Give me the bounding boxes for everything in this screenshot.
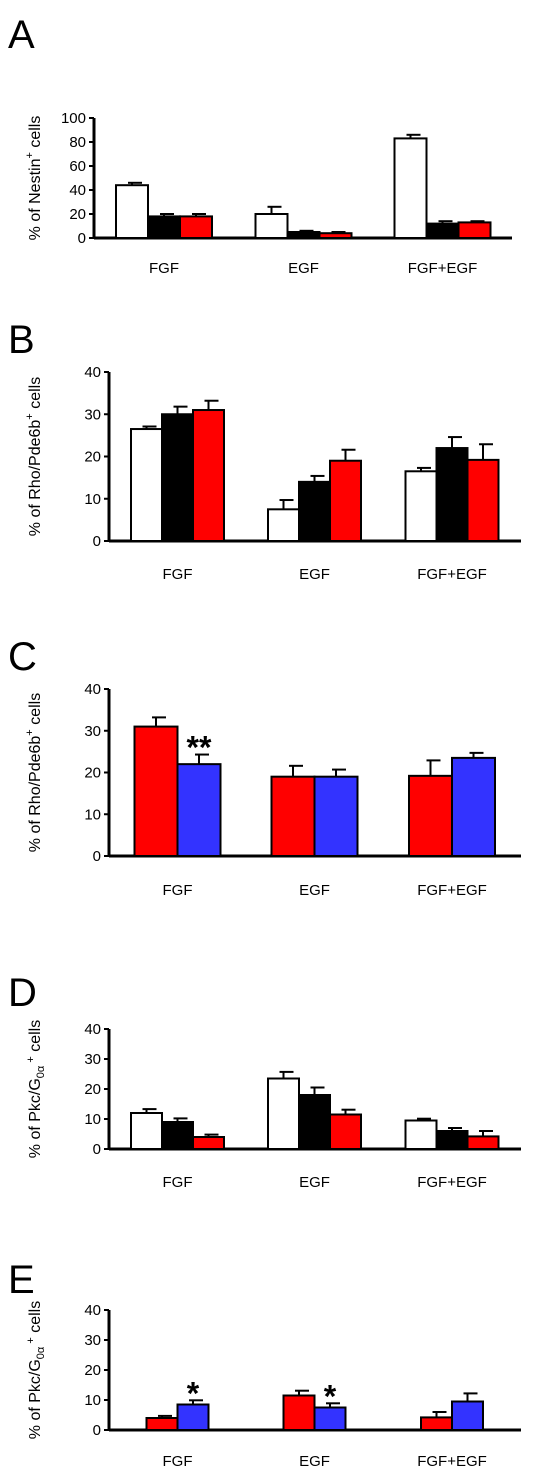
bar xyxy=(115,184,149,239)
significance-marker: * xyxy=(324,1378,337,1414)
category-label: EGF xyxy=(288,260,319,277)
bar xyxy=(176,1403,210,1431)
panel-label: A xyxy=(8,13,35,57)
bar xyxy=(408,774,453,858)
panel-label: D xyxy=(8,971,37,1015)
bar xyxy=(130,428,163,543)
significance-marker: * xyxy=(187,1375,200,1411)
category-label: FGF+EGF xyxy=(417,1174,487,1191)
y-tick-label: 40 xyxy=(84,1302,101,1319)
category-label: FGF+EGF xyxy=(408,260,478,277)
bar xyxy=(435,447,469,542)
bar xyxy=(404,1119,438,1150)
bar xyxy=(254,213,289,239)
y-tick-label: 20 xyxy=(84,1081,101,1098)
y-tick-label: 30 xyxy=(84,723,101,740)
panel-C: C 0 10 20 30 40 % of Rho/Pde6b+ cells FGF EGF FGF… xyxy=(8,635,521,899)
y-tick-label: 10 xyxy=(84,1392,101,1409)
bar xyxy=(286,231,321,239)
y-tick-label: 40 xyxy=(84,681,101,698)
bar xyxy=(270,775,316,857)
y-tick-label: 40 xyxy=(84,1021,101,1038)
bar xyxy=(451,1400,484,1431)
category-label: FGF+EGF xyxy=(417,882,487,899)
y-tick-label: 20 xyxy=(84,449,101,466)
y-tick-label: 40 xyxy=(69,182,86,199)
y-axis-label: % of Rho/Pde6b+ cells xyxy=(24,693,44,852)
bar xyxy=(267,508,300,542)
bar xyxy=(298,480,331,543)
y-tick-label: 0 xyxy=(93,1141,101,1158)
bar xyxy=(192,1136,225,1150)
significance-marker: ** xyxy=(187,730,212,766)
y-tick-label: 0 xyxy=(93,533,101,550)
bar xyxy=(425,222,460,240)
y-axis-label: % of Rho/Pde6b+ cells xyxy=(24,377,44,536)
category-label: EGF xyxy=(299,1453,330,1470)
bar xyxy=(192,409,225,542)
y-tick-label: 30 xyxy=(84,1332,101,1349)
bar xyxy=(145,1417,179,1431)
y-tick-label: 20 xyxy=(84,1362,101,1379)
category-label: FGF xyxy=(163,1174,193,1191)
y-tick-label: 30 xyxy=(84,406,101,423)
category-label: FGF+EGF xyxy=(417,1453,487,1470)
panel-E: E 0 10 20 30 40 % of Pkc/G0α + cells FGF EGF FGF+… xyxy=(8,1258,521,1470)
y-axis-label: % of Pkc/G0α + cells xyxy=(25,1020,47,1158)
y-tick-label: 20 xyxy=(69,206,86,223)
bar xyxy=(133,725,179,858)
bar xyxy=(176,763,222,858)
panel-label: C xyxy=(8,635,37,679)
bar xyxy=(420,1416,453,1432)
y-tick-label: 40 xyxy=(84,364,101,381)
bar xyxy=(466,458,500,543)
bar xyxy=(457,221,492,239)
category-label: FGF xyxy=(149,260,179,277)
bar xyxy=(313,1406,347,1431)
y-tick-label: 60 xyxy=(69,158,86,175)
y-axis-label: % of Pkc/G0α + cells xyxy=(25,1301,47,1439)
bar xyxy=(298,1094,331,1150)
bar xyxy=(466,1135,500,1151)
category-label: EGF xyxy=(299,882,330,899)
panel-label: E xyxy=(8,1258,35,1302)
y-tick-label: 0 xyxy=(93,1422,101,1439)
panel-B: B 0 10 20 30 40 % of Rho/Pde6b+ cells FGF EGF FGF… xyxy=(8,318,521,583)
bar xyxy=(161,1121,194,1150)
bar xyxy=(404,470,438,543)
bar xyxy=(130,1112,163,1150)
bar xyxy=(161,413,194,542)
bar xyxy=(329,1113,362,1150)
y-tick-label: 100 xyxy=(61,110,86,127)
y-tick-label: 80 xyxy=(69,134,86,151)
panel-D: D 0 10 20 30 40 % of Pkc/G0α + cells FGF EGF FGF+… xyxy=(8,971,521,1191)
bar xyxy=(313,775,359,857)
bar xyxy=(267,1077,300,1150)
y-axis-label: % of Nestin+ cells xyxy=(24,116,44,241)
y-tick-label: 10 xyxy=(84,1111,101,1128)
y-tick-label: 0 xyxy=(93,848,101,865)
category-label: EGF xyxy=(299,1174,330,1191)
bar xyxy=(451,756,496,858)
category-label: EGF xyxy=(299,566,330,583)
y-tick-label: 30 xyxy=(84,1051,101,1068)
bar xyxy=(179,215,213,239)
bar xyxy=(318,232,353,239)
category-label: FGF xyxy=(163,1453,193,1470)
bar xyxy=(393,137,428,239)
y-tick-label: 20 xyxy=(84,765,101,782)
bar xyxy=(147,215,181,239)
category-label: FGF xyxy=(163,566,193,583)
bar xyxy=(282,1394,316,1431)
panel-label: B xyxy=(8,318,35,362)
category-label: FGF xyxy=(163,882,193,899)
panel-A: A 0 20 40 60 80 100 % of Nestin+ cells FGF EGF FGF… xyxy=(8,13,512,277)
category-label: FGF+EGF xyxy=(417,566,487,583)
bar xyxy=(435,1130,469,1150)
bar xyxy=(329,459,362,543)
y-tick-label: 10 xyxy=(84,491,101,508)
y-tick-label: 10 xyxy=(84,806,101,823)
y-tick-label: 0 xyxy=(78,230,86,247)
